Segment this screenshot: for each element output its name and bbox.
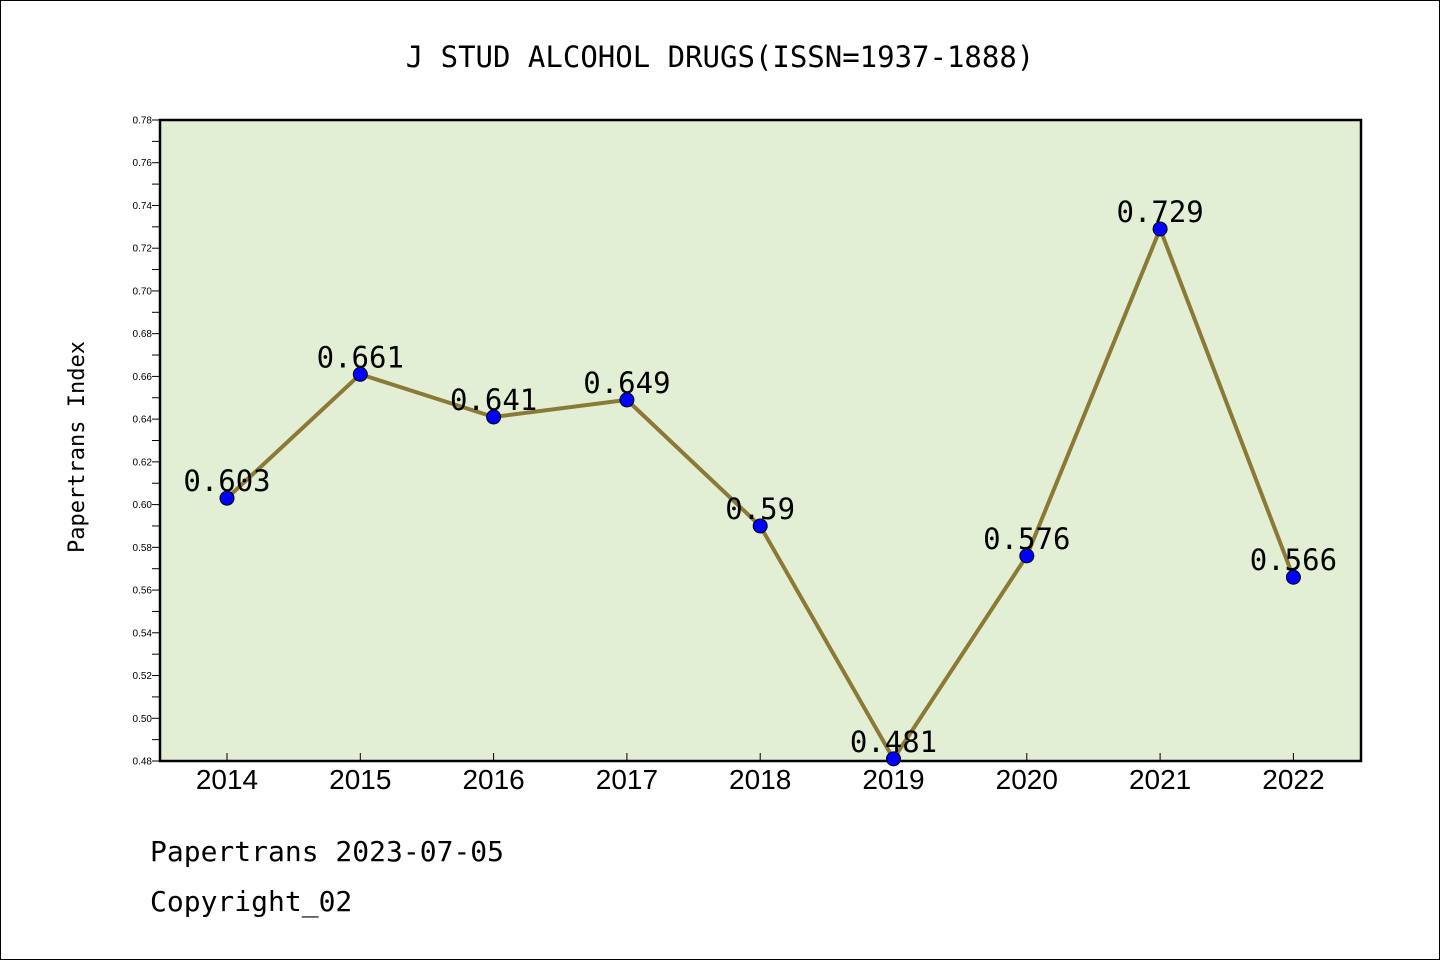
x-tick-label: 2018 (729, 764, 791, 795)
y-tick-label: 0.52 (133, 671, 153, 682)
x-tick-label: 2019 (862, 764, 924, 795)
data-point (752, 518, 768, 534)
data-point (1152, 221, 1168, 237)
data-point (1019, 548, 1035, 564)
x-axis: 2014 2015 2016 2017 2018 2019 2020 2021 2022 (196, 753, 1325, 795)
x-tick-label: 2021 (1129, 764, 1191, 795)
data-point (486, 409, 502, 425)
y-tick-label: 0.64 (133, 415, 153, 426)
x-tick-label: 2016 (462, 764, 524, 795)
data-label: 0.649 (583, 366, 670, 400)
x-tick-label: 2015 (329, 764, 391, 795)
data-label: 0.661 (317, 340, 404, 374)
y-tick-label: 0.76 (133, 158, 153, 169)
y-tick-label: 0.66 (133, 372, 153, 383)
data-label: 0.603 (183, 464, 270, 498)
data-labels: 0.603 0.661 0.641 0.649 0.59 0.481 0.576 0.729 0… (183, 195, 1337, 759)
y-axis: 0.48 0.50 0.52 0.54 0.56 0.58 0.60 0.62 0.64 0.66… (133, 116, 160, 768)
y-tick-label: 0.70 (133, 286, 153, 297)
data-label: 0.59 (725, 492, 795, 526)
x-tick-label: 2020 (996, 764, 1058, 795)
data-label: 0.576 (983, 522, 1070, 556)
y-tick-label: 0.50 (133, 714, 153, 725)
footer-copyright: Copyright_02 (150, 885, 353, 918)
data-label: 0.566 (1250, 543, 1337, 577)
y-tick-label: 0.48 (133, 757, 153, 768)
y-tick-label: 0.62 (133, 457, 153, 468)
chart-title: J STUD ALCOHOL DRUGS(ISSN=1937-1888) (406, 40, 1035, 74)
x-tick-label: 2022 (1262, 764, 1324, 795)
x-tick-label: 2014 (196, 764, 258, 795)
data-point (619, 392, 635, 408)
x-tick-label: 2017 (596, 764, 658, 795)
y-tick-label: 0.74 (133, 201, 153, 212)
y-tick-label: 0.58 (133, 543, 153, 554)
footer-date: Papertrans 2023-07-05 (150, 835, 505, 868)
data-label: 0.729 (1116, 195, 1203, 229)
data-label: 0.481 (850, 725, 937, 759)
y-tick-label: 0.54 (133, 628, 153, 639)
y-tick-label: 0.56 (133, 586, 153, 597)
series-layer (219, 221, 1301, 767)
data-label: 0.641 (450, 383, 537, 417)
data-point (886, 751, 901, 767)
y-axis-label: Papertrans Index (65, 341, 90, 553)
data-point (352, 366, 368, 382)
data-point (1285, 569, 1301, 585)
data-point (219, 490, 235, 506)
y-tick-label: 0.78 (133, 116, 153, 127)
y-tick-label: 0.72 (133, 244, 153, 255)
y-tick-label: 0.60 (133, 500, 153, 511)
y-tick-label: 0.68 (133, 329, 153, 340)
